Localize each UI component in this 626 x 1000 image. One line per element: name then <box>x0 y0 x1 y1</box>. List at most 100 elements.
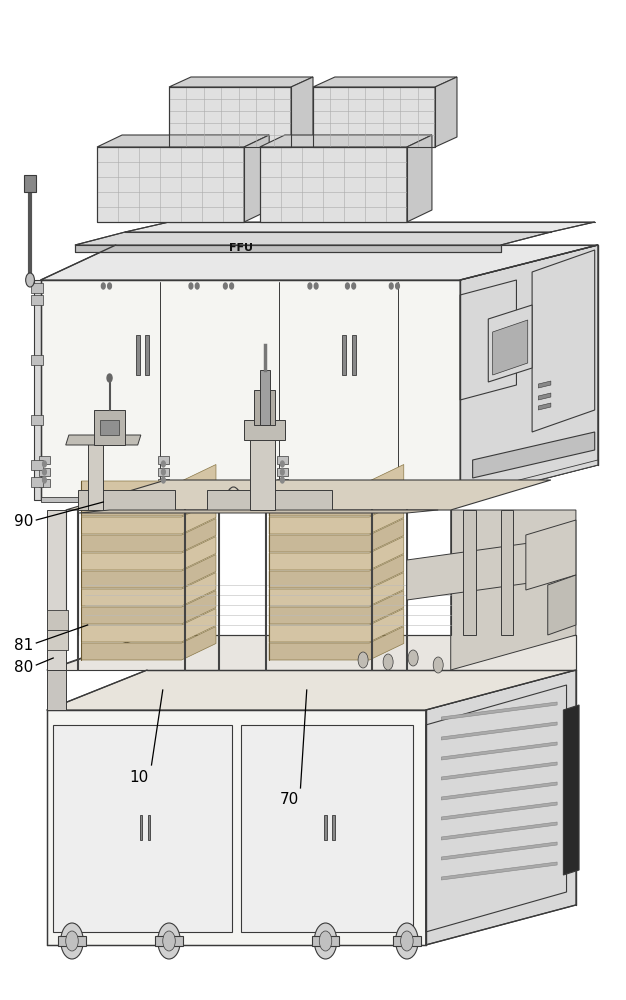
Circle shape <box>158 923 180 959</box>
Polygon shape <box>81 554 216 588</box>
Polygon shape <box>66 480 551 510</box>
Polygon shape <box>31 415 43 425</box>
Circle shape <box>401 931 413 951</box>
Polygon shape <box>75 245 501 252</box>
Text: 70: 70 <box>280 792 299 808</box>
Polygon shape <box>352 335 356 375</box>
Polygon shape <box>47 710 426 945</box>
Polygon shape <box>39 468 50 476</box>
Polygon shape <box>169 87 291 147</box>
Polygon shape <box>313 87 435 147</box>
Polygon shape <box>488 305 532 382</box>
Polygon shape <box>136 335 140 375</box>
Text: 90: 90 <box>14 514 33 530</box>
Circle shape <box>163 931 175 951</box>
Polygon shape <box>81 626 216 660</box>
Circle shape <box>101 283 105 289</box>
Polygon shape <box>145 335 149 375</box>
Polygon shape <box>31 460 43 470</box>
Polygon shape <box>125 222 595 232</box>
Polygon shape <box>47 510 66 670</box>
Polygon shape <box>426 685 567 932</box>
Circle shape <box>162 477 165 483</box>
Polygon shape <box>441 742 557 760</box>
Polygon shape <box>269 572 404 606</box>
Polygon shape <box>75 232 551 245</box>
Circle shape <box>396 283 399 289</box>
Polygon shape <box>81 500 216 534</box>
Polygon shape <box>269 626 404 660</box>
Circle shape <box>195 283 199 289</box>
Polygon shape <box>88 440 103 510</box>
Polygon shape <box>260 135 432 147</box>
Circle shape <box>280 477 284 483</box>
Polygon shape <box>81 518 216 552</box>
Polygon shape <box>140 815 142 840</box>
Circle shape <box>396 923 418 959</box>
Polygon shape <box>34 280 41 500</box>
Polygon shape <box>548 575 576 635</box>
Polygon shape <box>277 456 288 464</box>
Polygon shape <box>441 802 557 820</box>
Polygon shape <box>526 520 576 590</box>
Polygon shape <box>158 468 169 476</box>
Polygon shape <box>169 77 313 87</box>
Polygon shape <box>473 432 595 478</box>
Circle shape <box>346 283 349 289</box>
Polygon shape <box>47 670 66 710</box>
Polygon shape <box>41 497 460 502</box>
Polygon shape <box>269 483 404 516</box>
Polygon shape <box>441 702 557 720</box>
Circle shape <box>107 374 112 382</box>
Polygon shape <box>260 370 270 425</box>
Polygon shape <box>501 510 513 635</box>
Polygon shape <box>441 842 557 860</box>
Polygon shape <box>81 590 216 624</box>
Polygon shape <box>53 725 232 932</box>
Polygon shape <box>563 705 579 875</box>
Polygon shape <box>342 335 346 375</box>
Text: 81: 81 <box>14 638 33 652</box>
Polygon shape <box>158 479 169 487</box>
Polygon shape <box>269 554 404 588</box>
Polygon shape <box>66 435 141 445</box>
Polygon shape <box>78 490 175 510</box>
Polygon shape <box>277 479 288 487</box>
Polygon shape <box>47 635 576 670</box>
Circle shape <box>235 490 240 498</box>
Circle shape <box>108 283 111 289</box>
Circle shape <box>308 283 312 289</box>
Circle shape <box>230 283 233 289</box>
Polygon shape <box>269 464 404 498</box>
Polygon shape <box>39 479 50 487</box>
Polygon shape <box>269 518 404 552</box>
Circle shape <box>43 477 46 483</box>
Polygon shape <box>269 590 404 624</box>
Polygon shape <box>244 135 269 222</box>
Polygon shape <box>291 77 313 147</box>
Polygon shape <box>78 510 438 513</box>
Circle shape <box>162 469 165 475</box>
Circle shape <box>227 490 232 498</box>
Polygon shape <box>269 608 404 642</box>
Polygon shape <box>451 510 576 670</box>
Polygon shape <box>463 510 476 635</box>
Circle shape <box>223 283 227 289</box>
Polygon shape <box>460 280 516 400</box>
Polygon shape <box>241 725 413 932</box>
Polygon shape <box>155 936 183 946</box>
Polygon shape <box>81 572 216 606</box>
Polygon shape <box>158 456 169 464</box>
Polygon shape <box>460 460 598 500</box>
Polygon shape <box>313 77 457 87</box>
Circle shape <box>66 931 78 951</box>
Text: FFU: FFU <box>229 243 253 253</box>
Polygon shape <box>81 464 216 498</box>
Circle shape <box>26 273 34 287</box>
Polygon shape <box>324 815 327 840</box>
Circle shape <box>389 283 393 289</box>
Polygon shape <box>81 483 216 516</box>
Polygon shape <box>538 403 551 410</box>
Polygon shape <box>260 147 407 222</box>
Polygon shape <box>254 390 275 425</box>
